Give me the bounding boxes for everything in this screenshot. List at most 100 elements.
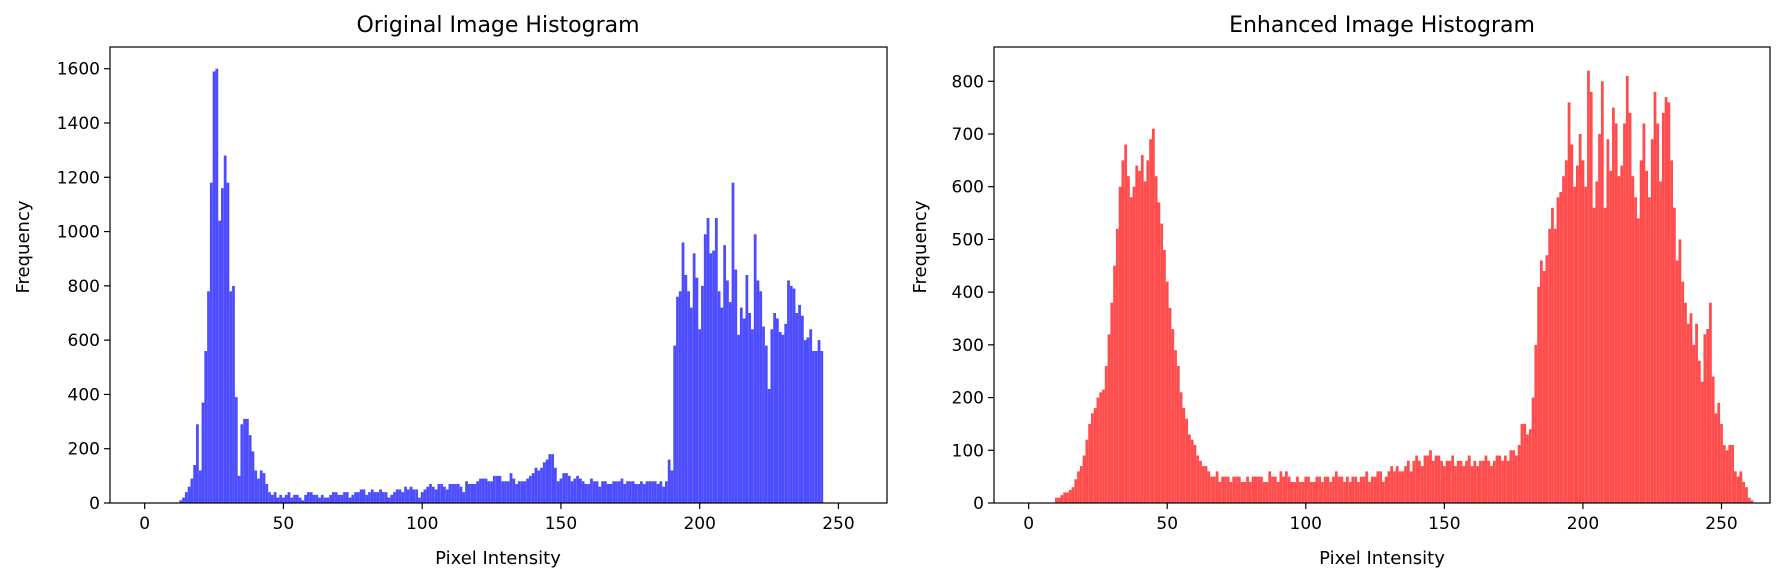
histogram-bar bbox=[1285, 471, 1288, 503]
histogram-bar bbox=[1700, 381, 1704, 503]
histogram-bar bbox=[1157, 202, 1161, 503]
histogram-bar bbox=[1074, 479, 1078, 503]
histogram-bar bbox=[390, 494, 394, 503]
histogram-bar bbox=[196, 424, 199, 503]
histogram-bar bbox=[1634, 197, 1637, 504]
histogram-bar bbox=[542, 462, 546, 503]
histogram-bar bbox=[1171, 329, 1175, 503]
histogram-bar bbox=[1720, 423, 1723, 503]
histogram-bar bbox=[531, 473, 535, 503]
histogram-bar bbox=[1556, 197, 1560, 504]
histogram-bar bbox=[1082, 455, 1086, 503]
histogram-bar bbox=[1154, 176, 1158, 503]
histogram-bar bbox=[648, 481, 652, 503]
histogram-bar bbox=[473, 484, 477, 503]
histogram-bar bbox=[467, 484, 471, 503]
original-histogram-panel: Original Image Histogram Pixel Intensity… bbox=[13, 13, 888, 569]
histogram-bar bbox=[1235, 476, 1238, 503]
x-tick-label: 250 bbox=[822, 514, 854, 534]
histogram-bar bbox=[673, 345, 677, 503]
histogram-bar bbox=[226, 182, 230, 503]
histogram-bar bbox=[1431, 460, 1435, 503]
histogram-bar bbox=[1606, 139, 1610, 503]
histogram-bar bbox=[601, 481, 604, 503]
histogram-bar bbox=[1115, 228, 1119, 503]
histogram-bar bbox=[1434, 455, 1438, 503]
histogram-bar bbox=[429, 484, 432, 503]
histogram-bar bbox=[689, 307, 693, 503]
histogram-bar bbox=[1678, 239, 1682, 504]
histogram-bar bbox=[1257, 476, 1261, 503]
histogram-bar bbox=[406, 489, 410, 503]
histogram-bar bbox=[329, 494, 332, 503]
histogram-bar bbox=[1631, 176, 1635, 503]
histogram-bar bbox=[1539, 260, 1543, 503]
histogram-bar bbox=[1406, 460, 1410, 503]
histogram-bar bbox=[698, 329, 702, 503]
histogram-bar bbox=[232, 285, 235, 503]
histogram-bar bbox=[1465, 460, 1468, 503]
histogram-bar bbox=[259, 470, 263, 503]
histogram-bar bbox=[1576, 165, 1579, 504]
histogram-bar bbox=[454, 484, 457, 503]
histogram-bar bbox=[282, 497, 285, 503]
histogram-bar bbox=[676, 296, 679, 503]
histogram-bar bbox=[1667, 102, 1671, 503]
histogram-bar bbox=[1670, 160, 1673, 503]
histogram-bar bbox=[787, 280, 790, 503]
histogram-bar bbox=[387, 497, 391, 503]
histogram-bar bbox=[448, 484, 452, 503]
histogram-bar bbox=[745, 275, 749, 503]
histogram-bar bbox=[778, 332, 782, 503]
histogram-bar bbox=[1664, 97, 1668, 503]
histogram-bar bbox=[1368, 481, 1371, 503]
histogram-bar bbox=[517, 481, 521, 503]
histogram-bar bbox=[1260, 476, 1263, 503]
histogram-bar bbox=[767, 389, 771, 503]
histogram-bar bbox=[598, 486, 602, 503]
histogram-bar bbox=[1218, 481, 1222, 503]
histogram-bar bbox=[1221, 476, 1225, 503]
histogram-bar bbox=[1595, 181, 1599, 503]
histogram-bar bbox=[1229, 481, 1233, 503]
histogram-bar bbox=[1384, 476, 1388, 503]
histogram-bar bbox=[398, 489, 402, 503]
histogram-bar bbox=[1645, 170, 1649, 503]
histogram-bar bbox=[221, 188, 224, 503]
y-ticks: 0 200 400 600 800 1000 1200 1400 1600 bbox=[57, 60, 110, 514]
histogram-bar bbox=[817, 340, 821, 503]
histogram-bar bbox=[251, 451, 255, 503]
histogram-bar bbox=[1731, 445, 1734, 503]
histogram-bar bbox=[481, 478, 485, 503]
histogram-bar bbox=[656, 484, 660, 503]
histogram-bar bbox=[756, 280, 760, 503]
histogram-bar bbox=[781, 334, 785, 503]
histogram-bar bbox=[1429, 450, 1432, 503]
histogram-bar bbox=[1079, 466, 1083, 503]
histogram-bar bbox=[1703, 334, 1707, 503]
y-tick-label: 300 bbox=[952, 336, 984, 356]
histogram-bar bbox=[1467, 455, 1471, 503]
y-tick-label: 0 bbox=[973, 494, 984, 514]
histogram-bar bbox=[567, 475, 571, 503]
x-ticks: 0 50 100 150 200 250 bbox=[139, 503, 855, 534]
histogram-bar bbox=[523, 481, 527, 503]
histogram-bar bbox=[1199, 460, 1202, 503]
histogram-bar bbox=[359, 489, 363, 503]
histogram-bar bbox=[295, 494, 299, 503]
histogram-bar bbox=[1412, 460, 1416, 503]
histogram-bar bbox=[1722, 445, 1726, 503]
histogram-bar bbox=[276, 497, 280, 503]
histogram-bar bbox=[692, 253, 696, 503]
histogram-bar bbox=[243, 418, 246, 503]
histogram-bar bbox=[1176, 365, 1180, 503]
histogram-bar bbox=[443, 486, 446, 503]
histogram-bar bbox=[814, 351, 818, 503]
histogram-bar bbox=[665, 481, 668, 503]
y-tick-label: 200 bbox=[68, 440, 100, 460]
histogram-bar bbox=[1190, 439, 1194, 503]
histogram-bar bbox=[1379, 471, 1382, 503]
histogram-bar bbox=[1553, 228, 1557, 503]
histogram-bar bbox=[1143, 181, 1147, 503]
histogram-bar bbox=[365, 494, 369, 503]
